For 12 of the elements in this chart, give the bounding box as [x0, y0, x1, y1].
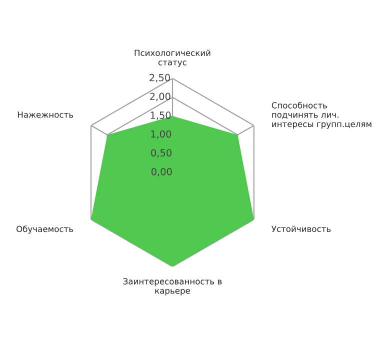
spoke-label: Обучаемость [16, 226, 74, 234]
spoke-label: Нажежность [18, 112, 74, 118]
y-tick-label: 0,50 [151, 149, 172, 158]
y-tick-label: 2,50 [150, 74, 170, 82]
y-tick-label: 1,50 [150, 112, 171, 120]
y-tick-label: 0,00 [151, 168, 172, 176]
spoke-label: Устойчивость [272, 226, 331, 232]
spoke-label: Способность подчинять лич. интересы групп.целям [272, 102, 372, 129]
y-tick-label: 2,00 [150, 92, 170, 102]
y-tick-label: 1,00 [151, 130, 172, 139]
spoke-label: Психологический статус [134, 50, 210, 67]
spoke-label: Заинтересованность в карьере [123, 278, 222, 296]
